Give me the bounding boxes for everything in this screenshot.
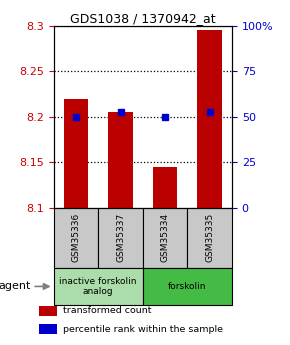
Bar <box>143 208 187 268</box>
Text: forskolin: forskolin <box>168 282 207 291</box>
Bar <box>108 112 133 208</box>
Text: transformed count: transformed count <box>63 306 151 315</box>
Bar <box>197 30 222 208</box>
Bar <box>54 268 143 305</box>
Bar <box>39 324 57 334</box>
Text: agent: agent <box>0 282 30 292</box>
Text: GSM35337: GSM35337 <box>116 213 125 263</box>
Bar <box>98 208 143 268</box>
Text: GSM35335: GSM35335 <box>205 213 214 263</box>
Bar <box>153 167 177 208</box>
Bar <box>39 306 57 316</box>
Bar <box>54 208 98 268</box>
Bar <box>64 99 88 208</box>
Bar <box>143 268 232 305</box>
Text: GSM35336: GSM35336 <box>71 213 80 263</box>
Title: GDS1038 / 1370942_at: GDS1038 / 1370942_at <box>70 12 216 25</box>
Text: GSM35334: GSM35334 <box>161 213 170 262</box>
Text: inactive forskolin
analog: inactive forskolin analog <box>59 277 137 296</box>
Text: percentile rank within the sample: percentile rank within the sample <box>63 325 222 334</box>
Bar <box>187 208 232 268</box>
